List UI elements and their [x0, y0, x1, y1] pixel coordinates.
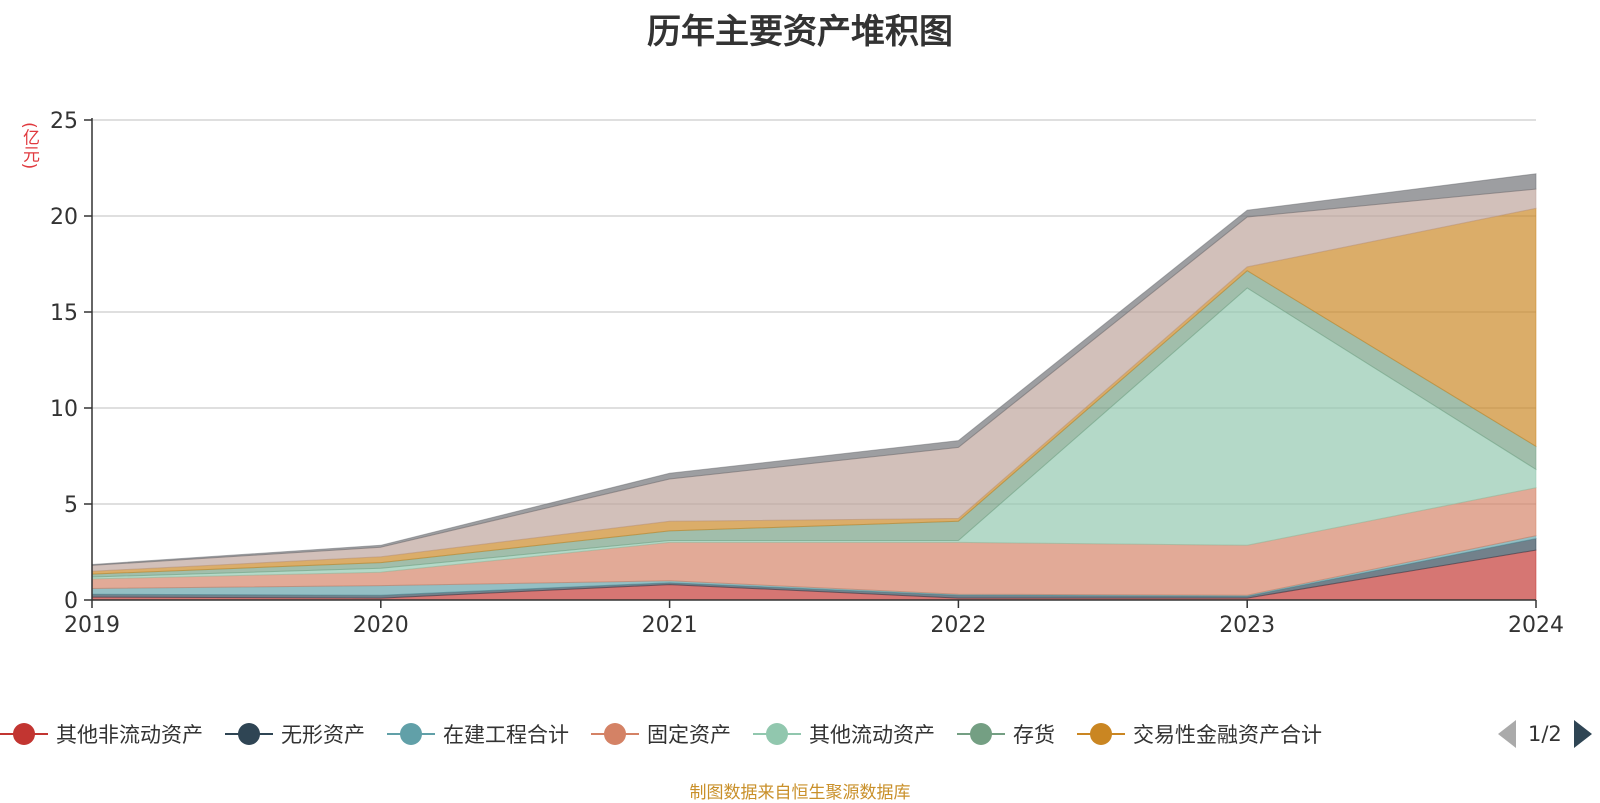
chart-title: 历年主要资产堆积图	[647, 12, 953, 52]
y-tick-label: 5	[64, 493, 78, 518]
legend-label: 存货	[1013, 723, 1055, 747]
y-tick-label: 10	[50, 397, 78, 422]
legend-item[interactable]: 固定资产	[591, 719, 731, 749]
y-tick-label: 25	[50, 109, 78, 134]
legend-label: 其他流动资产	[809, 723, 935, 747]
axes: 0 5 10 15 20 25 2019 2020 2021 2022 2023 2024	[50, 109, 1564, 638]
legend-pager: 1/2	[1498, 716, 1592, 752]
legend-label: 固定资产	[647, 723, 731, 747]
x-tick-label: 2023	[1219, 613, 1275, 638]
legend-marker-icon	[1077, 722, 1125, 746]
legend-item[interactable]: 存货	[957, 719, 1055, 749]
legend-marker-icon	[591, 722, 639, 746]
legend-item[interactable]: 在建工程合计	[387, 719, 569, 749]
y-tick-label: 0	[64, 589, 78, 614]
legend-item[interactable]: 无形资产	[225, 719, 365, 749]
legend-marker-icon	[387, 722, 435, 746]
legend-label: 在建工程合计	[443, 723, 569, 747]
legend-label: 无形资产	[281, 723, 365, 747]
legend-marker-icon	[753, 722, 801, 746]
legend-item[interactable]: 其他流动资产	[753, 719, 935, 749]
legend-item[interactable]: 交易性金融资产合计	[1077, 719, 1322, 749]
legend-page-indicator: 1/2	[1528, 722, 1562, 746]
legend: 其他非流动资产 无形资产 在建工程合计 固定资产 其他流动资产 存货 交易性金融资产合计	[0, 716, 1600, 752]
area-series-layer	[91, 173, 1537, 601]
x-tick-label: 2020	[353, 613, 409, 638]
x-tick-label: 2024	[1508, 613, 1564, 638]
y-axis-unit-label: (亿元)	[19, 122, 39, 170]
legend-prev-page-icon[interactable]	[1498, 720, 1516, 748]
source-note: 制图数据来自恒生聚源数据库	[689, 783, 911, 803]
legend-marker-icon	[0, 722, 48, 746]
legend-next-page-icon[interactable]	[1573, 720, 1592, 748]
x-tick-label: 2022	[930, 613, 986, 638]
legend-marker-icon	[957, 722, 1005, 746]
y-tick-label: 20	[50, 205, 78, 230]
x-tick-label: 2021	[642, 613, 698, 638]
legend-label: 交易性金融资产合计	[1133, 723, 1322, 747]
legend-item[interactable]: 其他非流动资产	[0, 719, 203, 749]
y-tick-label: 15	[50, 301, 78, 326]
stacked-area-chart: 0 5 10 15 20 25 2019 2020 2021 2022 2023 2024	[50, 109, 1564, 638]
area-series-8[interactable]	[91, 173, 1537, 566]
x-tick-label: 2019	[64, 613, 120, 638]
legend-marker-icon	[225, 722, 273, 746]
legend-label: 其他非流动资产	[56, 723, 203, 747]
